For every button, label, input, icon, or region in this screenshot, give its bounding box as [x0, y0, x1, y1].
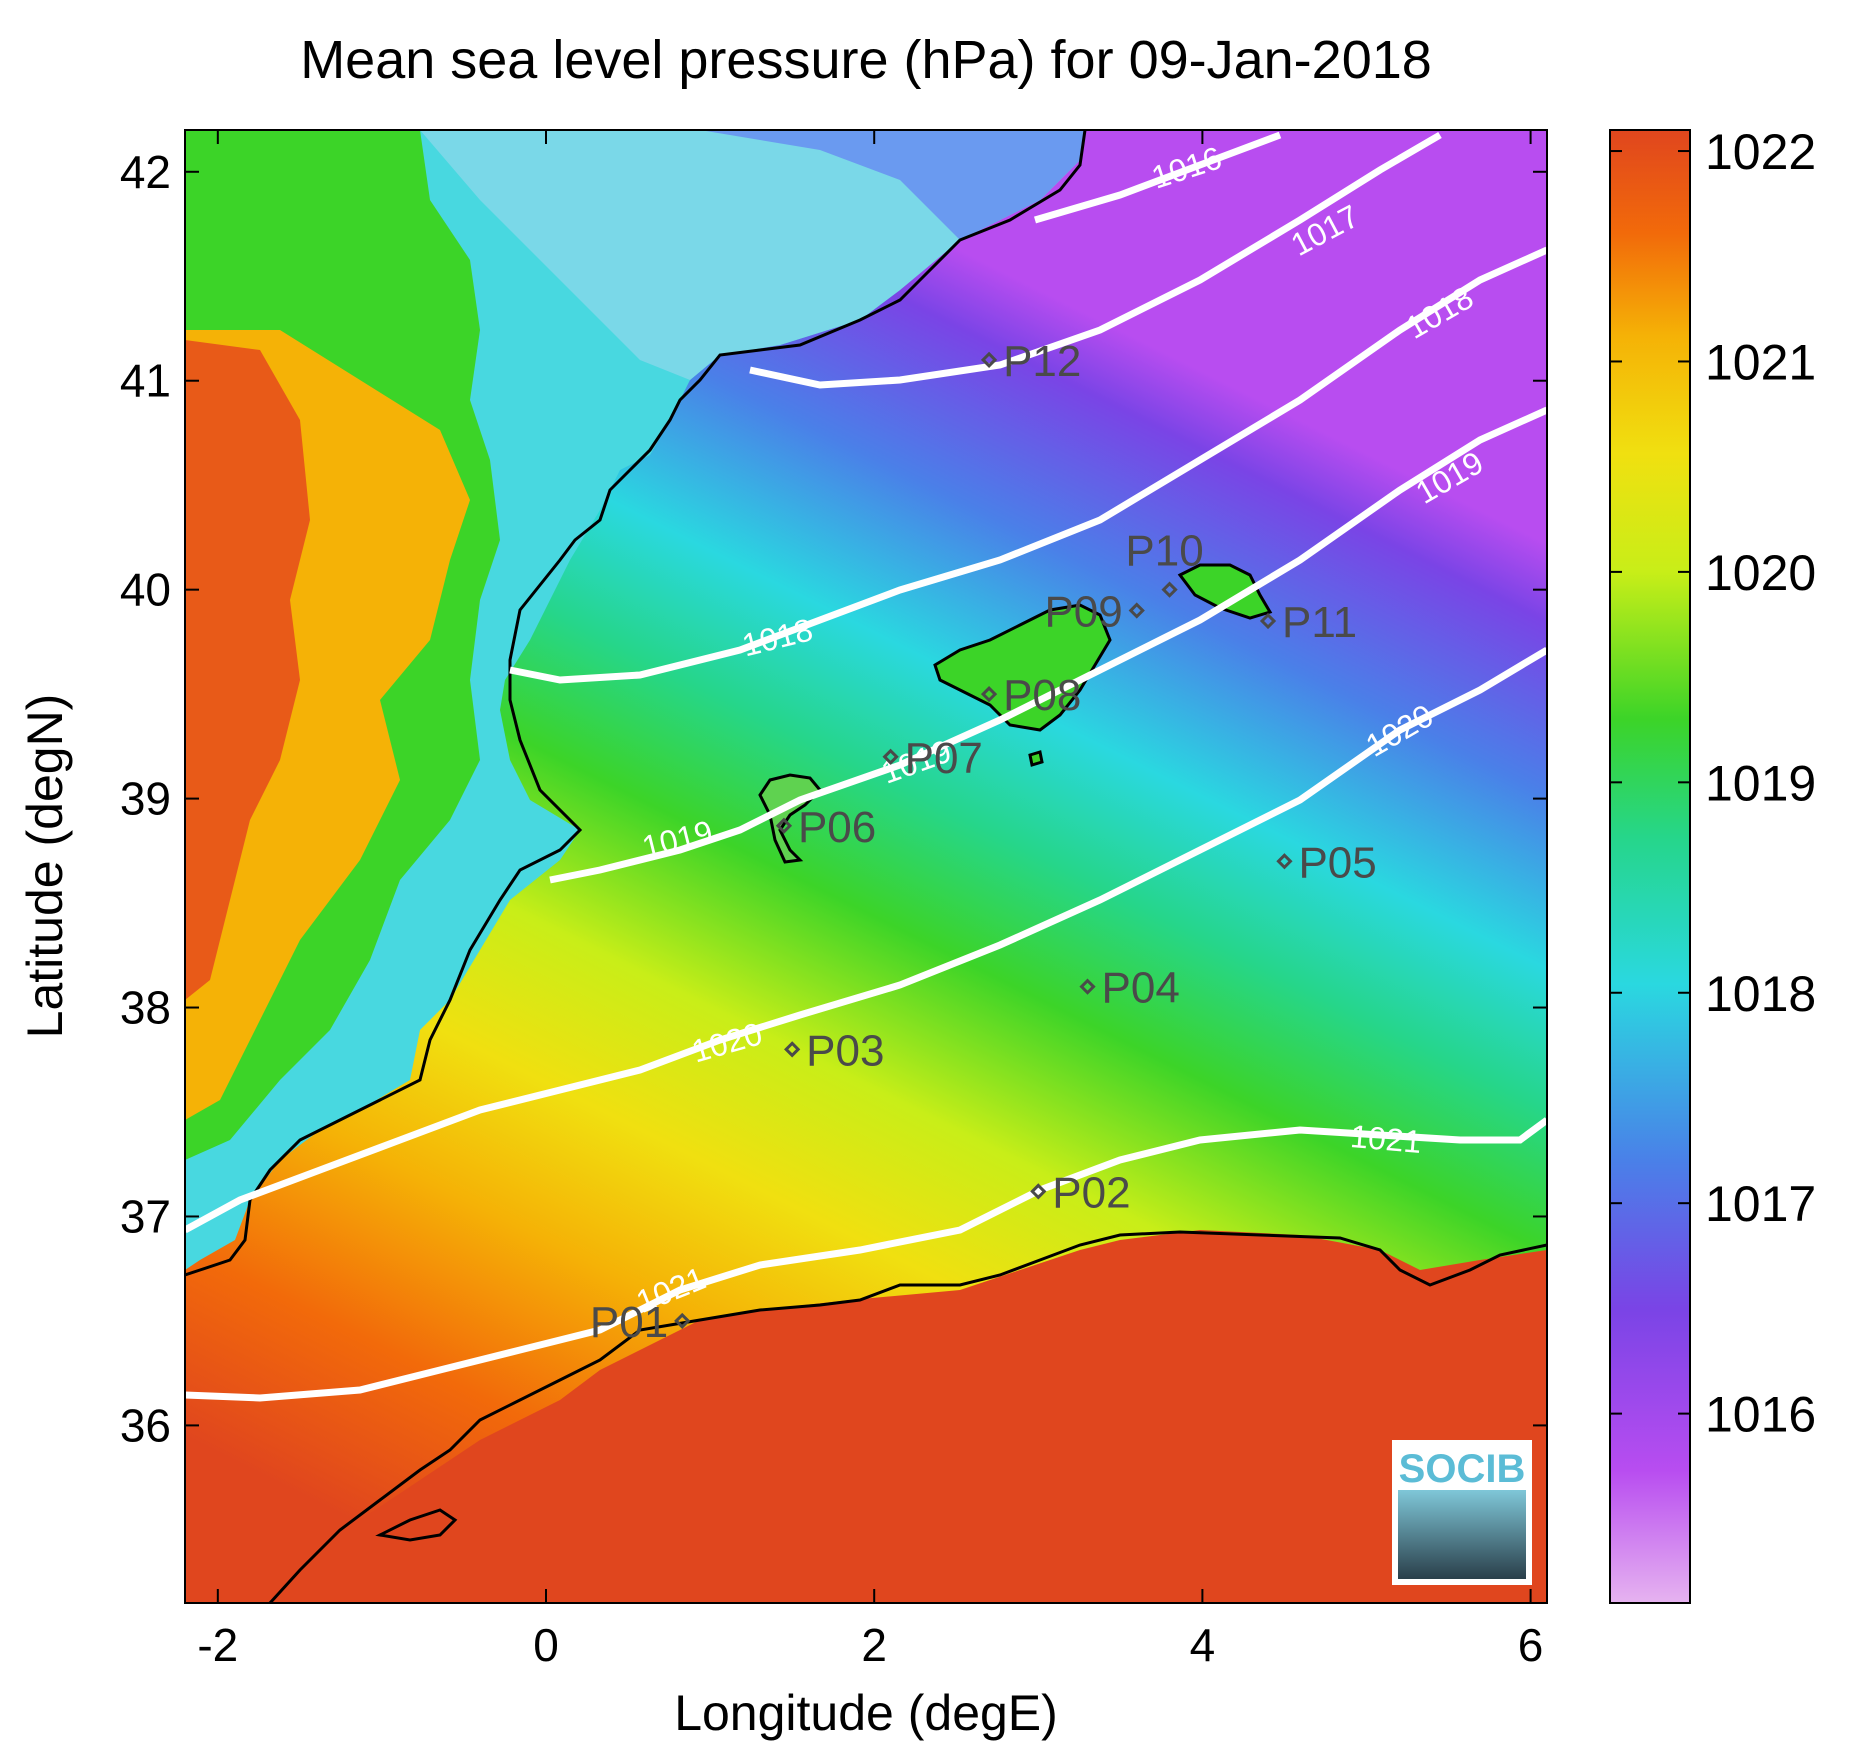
station-label: P04: [1102, 964, 1180, 1013]
y-tick-label: 39: [120, 773, 171, 825]
colorbar-tick-label: 1018: [1705, 966, 1816, 1022]
x-tick-label: 2: [861, 1619, 887, 1671]
contour-1016: [1034, 131, 1282, 224]
station-label: P11: [1282, 598, 1357, 647]
plot-frame: [184, 129, 1548, 1604]
colorbar-tick-label: 1019: [1705, 755, 1816, 811]
x-axis: -2 0 2 4 6: [197, 130, 1543, 1671]
x-axis-label: Longitude (degE): [674, 1685, 1058, 1741]
logo-wave: [1398, 1490, 1526, 1579]
alboran-island: [375, 1508, 458, 1542]
y-tick-label: 38: [120, 982, 171, 1034]
station-label: P03: [806, 1026, 884, 1075]
colorbar-tick-label: 1021: [1705, 334, 1816, 390]
colorbar-tick-label: 1022: [1705, 124, 1816, 180]
coastline-iberia: [185, 130, 1087, 1277]
contour-label-1021-east: 1021: [1349, 1118, 1423, 1160]
contour-1017: [749, 131, 1442, 389]
x-tick-label: 4: [1190, 1619, 1216, 1671]
station-marker: [775, 817, 793, 834]
station-marker: [674, 1312, 691, 1330]
colorbar-tick-label: 1016: [1705, 1387, 1816, 1443]
contour-1018: [509, 246, 1547, 684]
station-label: P02: [1052, 1168, 1130, 1217]
chart-title: Mean sea level pressure (hPa) for 09-Jan…: [300, 30, 1432, 90]
land-africa: [185, 1230, 1547, 1603]
contour-1021: [185, 1117, 1547, 1402]
station-marker: [1030, 1183, 1047, 1200]
y-tick-label: 40: [120, 564, 171, 616]
station-label: P06: [798, 803, 876, 852]
station-marker: [1079, 978, 1096, 995]
island-cabrera: [1028, 750, 1044, 767]
station-label: P07: [905, 734, 983, 783]
station-marker: [980, 686, 998, 703]
land-iberia-high: [185, 340, 310, 1000]
colorbar-tick-label: 1017: [1705, 1176, 1816, 1232]
logo-text: SOCIB: [1399, 1447, 1526, 1491]
map-field: 1016 1017 1018 1018 1019 1019 1019 1020 …: [185, 130, 1547, 1603]
station-label: P12: [1003, 337, 1081, 386]
island-menorca: [1177, 563, 1273, 620]
y-tick-label: 41: [120, 355, 171, 407]
station-marker: [980, 351, 998, 368]
x-tick-label: -2: [197, 1619, 238, 1671]
contour-1019: [549, 406, 1547, 884]
station-label: P05: [1298, 838, 1376, 887]
y-tick-label: 37: [120, 1190, 171, 1242]
station-marker: [784, 1041, 801, 1058]
station-marker: [882, 748, 899, 765]
socib-logo: SOCIB: [1392, 1440, 1532, 1585]
contour-1020: [185, 646, 1547, 1234]
station-marker: [1161, 581, 1178, 598]
colorbar-tick-label: 1020: [1705, 545, 1816, 601]
station-marker: [1276, 853, 1293, 870]
land-northeast: [700, 130, 1085, 240]
x-tick-label: 6: [1518, 1619, 1544, 1671]
station-label: P10: [1125, 527, 1203, 576]
colorbar: 1016 1017 1018 1019 1020 1021 1022: [1609, 124, 1816, 1604]
x-tick-label: 0: [533, 1619, 559, 1671]
island-mallorca: [933, 603, 1112, 732]
y-tick-label: 36: [120, 1399, 171, 1451]
colorbar-ticks: 1016 1017 1018 1019 1020 1021 1022: [1610, 124, 1816, 1443]
station-label: P09: [1044, 588, 1122, 637]
station-marker: [1259, 612, 1277, 630]
y-tick-label: 42: [120, 146, 171, 198]
colorbar-gradient: [1609, 129, 1691, 1604]
contour-lines: [185, 131, 1547, 1402]
y-axis: 36 37 38 39 40 41 42: [120, 146, 1547, 1451]
station-marker: [1128, 602, 1145, 619]
station-label: P08: [1003, 671, 1081, 720]
station-label: P01: [590, 1298, 668, 1347]
coastline-africa: [268, 1230, 1547, 1603]
y-axis-label: Latitude (degN): [17, 694, 73, 1039]
